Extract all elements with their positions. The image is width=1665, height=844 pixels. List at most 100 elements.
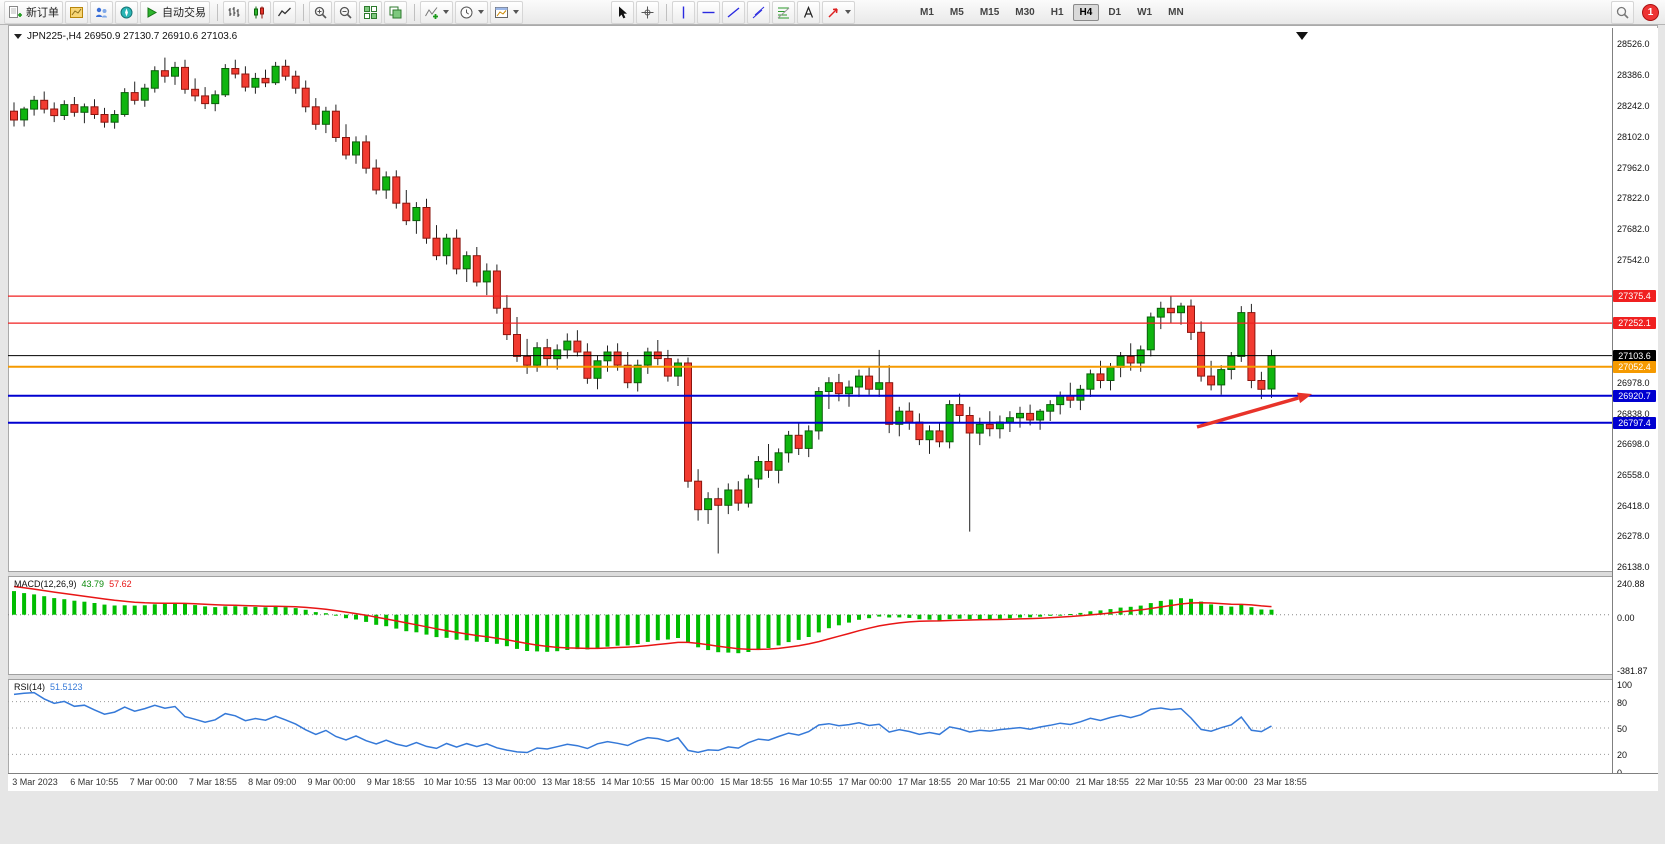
candle [1237, 312, 1246, 357]
horizontal-line-tool-button[interactable] [697, 0, 720, 24]
candle [231, 68, 240, 75]
candle [150, 70, 159, 89]
profiles-button[interactable] [90, 0, 113, 24]
time-axis-label: 22 Mar 10:55 [1135, 777, 1189, 787]
candle [140, 87, 149, 101]
candle [462, 255, 471, 270]
time-axis-label: 16 Mar 10:55 [779, 777, 833, 787]
search-icon [1616, 6, 1629, 19]
vertical-line-tool-button[interactable] [672, 0, 695, 24]
autotrade-label: 自动交易 [162, 7, 206, 19]
bar-chart-mode-button[interactable] [223, 0, 246, 24]
timeframe-button-M1[interactable]: M1 [920, 6, 934, 18]
candle [160, 70, 169, 77]
candle [834, 382, 843, 395]
timeframe-button-MN[interactable]: MN [1168, 6, 1184, 18]
new-order-button[interactable]: 新订单 [4, 0, 63, 24]
price-axis[interactable]: 28526.0 28386.0 28242.0 28102.0 27962.0 27822… [1613, 28, 1658, 791]
candlestick-mode-button[interactable] [248, 0, 271, 24]
candle [563, 340, 572, 351]
panel-separator[interactable] [8, 571, 1658, 577]
timeframe-button-M30[interactable]: M30 [1015, 6, 1035, 18]
new-order-label: 新订单 [26, 7, 59, 19]
time-axis-label: 10 Mar 10:55 [423, 777, 477, 787]
candle [905, 410, 914, 423]
arrows-tool-button[interactable] [822, 0, 855, 24]
templates-button[interactable] [490, 0, 523, 24]
rsi-line [13, 691, 1272, 754]
rsi-value: 51.5123 [50, 682, 83, 692]
candle [432, 237, 441, 257]
rsi-axis-tick: 50 [1617, 724, 1628, 734]
tile-windows-icon [364, 5, 377, 19]
time-axis-label: 23 Mar 18:55 [1253, 777, 1307, 787]
text-tool-button[interactable] [797, 0, 820, 24]
channel-tool-button[interactable] [747, 0, 770, 24]
price-axis-tick: 26418.0 [1617, 500, 1650, 511]
cascade-windows-button[interactable] [384, 0, 407, 24]
crosshair-button[interactable] [636, 0, 659, 24]
annotation-arrow-head [1297, 392, 1312, 404]
timeframe-button-M15[interactable]: M15 [979, 6, 1000, 18]
line-chart-icon [277, 7, 291, 16]
indicators-button[interactable] [420, 0, 453, 24]
time-axis-label: 20 Mar 10:55 [957, 777, 1011, 787]
candle [171, 66, 179, 77]
chart-window-icon [70, 6, 83, 18]
periods-button[interactable] [455, 0, 488, 24]
chart-window [8, 25, 1658, 791]
notification-badge[interactable]: 1 [1642, 3, 1659, 21]
timeframe-button-H4[interactable]: H4 [1072, 3, 1100, 21]
price-axis-tick: 26558.0 [1617, 470, 1650, 481]
candle [935, 430, 944, 443]
search-button[interactable] [1611, 0, 1634, 24]
price-axis-tick: 27542.0 [1617, 254, 1650, 265]
autotrade-button[interactable]: 自动交易 [140, 0, 210, 24]
chevron-down-icon [443, 10, 449, 14]
candle [804, 430, 813, 449]
candle [523, 355, 532, 366]
candle [875, 382, 884, 390]
profiles-icon [96, 7, 107, 17]
timeframe-button-M5[interactable]: M5 [949, 6, 964, 18]
tile-windows-button[interactable] [359, 0, 382, 24]
zoom-in-button[interactable] [309, 0, 332, 24]
rsi-panel[interactable] [8, 680, 1612, 773]
crosshair-icon [641, 6, 654, 18]
candle [352, 141, 360, 156]
time-axis-label: 8 Mar 09:00 [248, 777, 297, 787]
candle [965, 415, 974, 434]
candle [1106, 366, 1115, 381]
timeframe-button-H1[interactable]: H1 [1050, 6, 1064, 18]
candle [613, 351, 622, 366]
panel-separator[interactable] [8, 674, 1658, 680]
timeframe-button-D1[interactable]: D1 [1108, 6, 1122, 18]
time-axis[interactable]: 3 Mar 2023 6 Mar 10:55 7 Mar 00:00 7 Mar 18… [8, 773, 1658, 791]
macd-main-value: 43.79 [81, 579, 105, 589]
main-chart[interactable] [8, 28, 1612, 571]
cursor-button[interactable] [611, 0, 634, 24]
candle [1116, 355, 1125, 368]
navigator-button[interactable] [115, 0, 138, 24]
annotation-arrow[interactable] [1196, 396, 1299, 429]
chart-shift-marker[interactable] [1296, 32, 1308, 40]
timeframe-button-W1[interactable]: W1 [1137, 6, 1153, 18]
macd-panel[interactable] [8, 577, 1612, 674]
candle [10, 110, 18, 121]
trendline-tool-button[interactable] [722, 0, 745, 24]
candle [422, 207, 431, 239]
main-toolbar: 新订单 自动交易 [0, 0, 1665, 25]
fibonacci-tool-button[interactable] [772, 0, 795, 24]
candle [1227, 355, 1236, 370]
chart-menu-icon[interactable] [14, 34, 22, 39]
navigator-icon [120, 6, 133, 18]
zoom-out-button[interactable] [334, 0, 357, 24]
candle [90, 106, 99, 116]
candle [382, 176, 391, 191]
clock-icon [460, 6, 473, 18]
candle [20, 108, 29, 121]
text-tool-icon [803, 5, 814, 18]
candle [1217, 369, 1226, 386]
line-chart-mode-button[interactable] [273, 0, 296, 24]
charts-button[interactable] [65, 0, 88, 24]
